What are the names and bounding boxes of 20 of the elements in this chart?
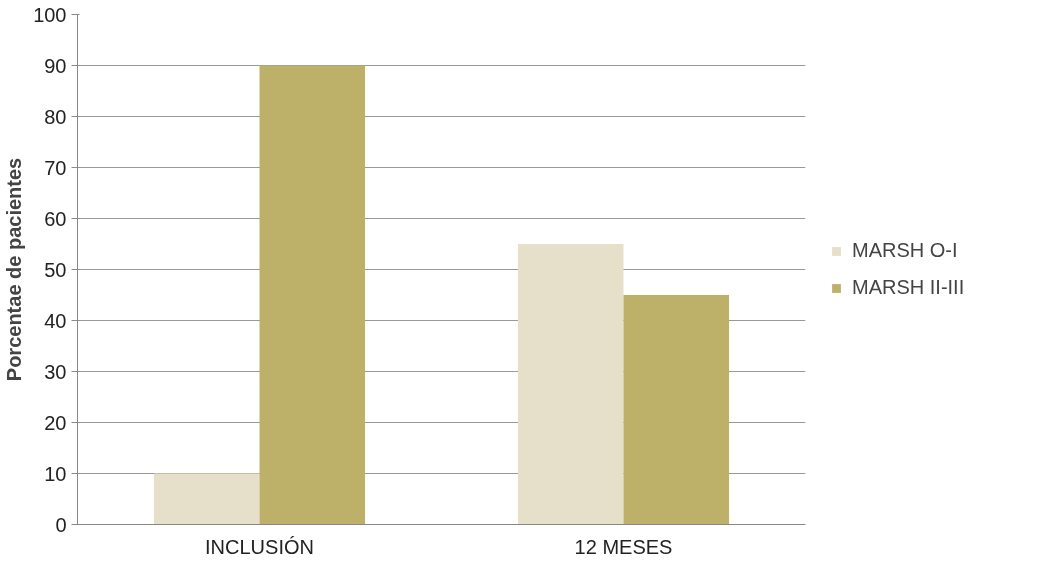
y-tick-label: 50 [44,258,67,281]
y-tick-label: 10 [44,462,67,485]
bar [259,65,366,525]
y-tick-label: 60 [44,207,67,230]
bar [153,473,260,525]
y-tick-label: 30 [44,360,67,383]
bar [517,244,624,525]
y-tick-label: 0 [55,513,67,536]
bar [623,295,730,525]
y-tick-label: 100 [33,3,67,26]
x-tick-label: INCLUSIÓN [205,535,314,558]
x-tick-label: 12 MESES [574,535,673,558]
y-tick-label: 20 [44,411,67,434]
y-tick-label: 80 [44,105,67,128]
y-tick-label: 40 [44,309,67,332]
legend-label: MARSH II-III [852,276,965,299]
y-tick-label: 70 [44,156,67,179]
legend-label: MARSH O-I [852,239,958,262]
y-tick-label: 90 [44,54,67,77]
y-axis-title: Porcentae de pacientes [3,157,26,382]
